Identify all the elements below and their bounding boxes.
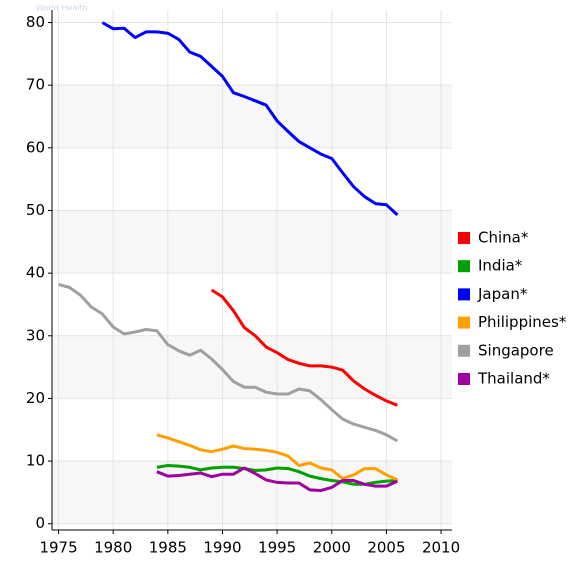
grid-band [52, 210, 452, 274]
legend-label: Japan* [477, 285, 528, 303]
y-tick-label: 50 [26, 201, 45, 219]
x-tick-label: 1975 [39, 539, 77, 557]
legend-swatch [458, 232, 470, 244]
x-tick-label: 2000 [313, 539, 351, 557]
y-tick-label: 10 [26, 452, 45, 470]
legend-label: India* [478, 257, 523, 275]
grid-band [52, 85, 452, 148]
grid-band [52, 335, 452, 399]
series-line [101, 21, 399, 217]
legend-swatch [458, 316, 470, 329]
y-tick-label: 40 [26, 264, 45, 282]
legend-swatch [458, 373, 470, 385]
x-tick-label: 2005 [367, 539, 405, 557]
legend-label: Singapore [478, 341, 554, 359]
y-tick-label: 20 [26, 389, 45, 407]
legend-swatch [458, 344, 470, 357]
legend-label: Thailand* [477, 370, 550, 388]
series-line [58, 282, 399, 443]
y-tick-label: 70 [26, 76, 45, 94]
legend-label: Philippines* [478, 313, 567, 331]
x-tick-label: 1985 [149, 539, 187, 557]
watermark: World Health [36, 4, 88, 13]
legend-label: China* [478, 229, 529, 247]
series-line [156, 433, 399, 482]
x-tick-label: 1990 [203, 539, 241, 557]
legend-swatch [458, 288, 470, 301]
series-line [156, 464, 398, 486]
y-tick-label: 0 [35, 514, 45, 532]
x-tick-label: 1995 [258, 539, 296, 557]
series-line [156, 466, 399, 492]
series-line [210, 288, 398, 407]
y-tick-label: 30 [26, 326, 45, 344]
y-tick-label: 60 [26, 138, 45, 156]
x-tick-label: 1980 [94, 539, 132, 557]
y-tick-label: 80 [26, 13, 45, 31]
legend-swatch [458, 260, 470, 273]
x-tick-label: 2010 [422, 539, 460, 557]
